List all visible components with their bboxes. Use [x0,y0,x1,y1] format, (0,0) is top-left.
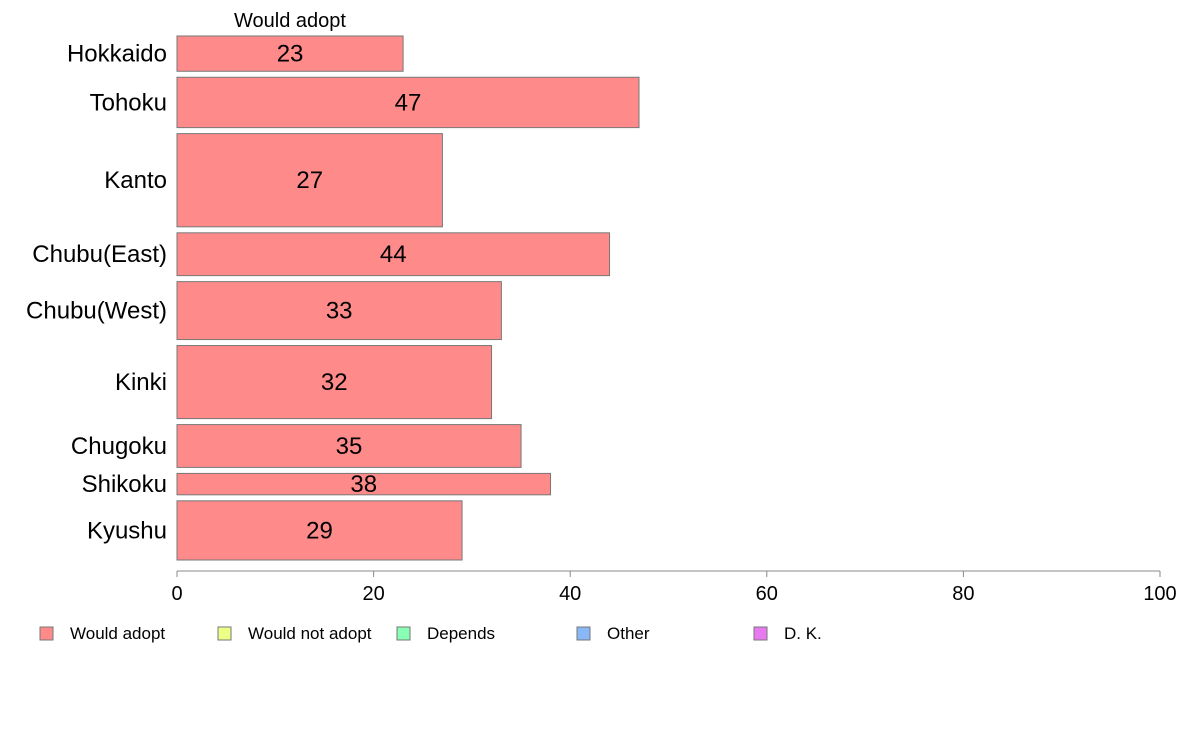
data-label: 44 [380,241,407,268]
category-label: Kinki [115,369,167,396]
series-top-label: Would adopt [234,10,346,32]
legend-item: Depends [396,624,495,643]
category-label: Shikoku [82,471,167,498]
bar-tohoku [176,76,640,129]
x-tick-label: 80 [952,583,974,605]
legend-swatch [217,626,232,641]
legend-swatch [753,626,768,641]
data-label: 27 [296,167,323,194]
data-label: 29 [306,517,333,544]
category-label: Tohoku [90,89,167,116]
legend-swatch [396,626,411,641]
x-tick-label: 20 [362,583,384,605]
legend-swatch [39,626,54,641]
category-label: Chubu(West) [26,298,167,325]
legend-label: Depends [427,624,495,643]
x-tick-label: 40 [559,583,581,605]
legend-label: Would adopt [70,624,165,643]
legend-item: Other [576,624,650,643]
data-label: 32 [321,369,348,396]
legend-label: D. K. [784,624,822,643]
bar-chubu-east [176,232,611,277]
category-label: Chugoku [71,433,167,460]
legend-label: Would not adopt [248,624,372,643]
legend-item: Would not adopt [217,624,372,643]
bars-group: 23 Hokkaido 47 Tohoku 27 Kanto 44 Chubu(East) 33… [26,35,640,561]
legend-item: D. K. [753,624,822,643]
data-label: 33 [326,298,353,325]
category-label: Kyushu [87,517,167,544]
bar-chugoku [176,424,522,468]
x-axis: 0 20 40 60 80 100 [171,570,1177,605]
category-label: Hokkaido [67,41,167,68]
legend-swatch [576,626,591,641]
legend-item: Would adopt [39,624,165,643]
bar-kinki [176,345,493,420]
legend: Would adopt Would not adopt Depends Other D.… [39,624,822,643]
bar-hokkaido [176,35,404,72]
data-label: 38 [350,471,377,498]
legend-label: Other [607,624,650,643]
category-label: Kanto [104,167,167,194]
bar-chubu-west [176,281,502,341]
bar-kanto [176,133,443,228]
data-label: 35 [336,433,363,460]
data-label: 23 [277,41,304,68]
x-tick-label: 100 [1143,583,1176,605]
x-tick-label: 0 [171,583,182,605]
bar-shikoku [176,472,552,496]
category-label: Chubu(East) [32,241,167,268]
bar-kyushu [176,500,463,561]
x-tick-label: 60 [756,583,778,605]
data-label: 47 [395,89,422,116]
